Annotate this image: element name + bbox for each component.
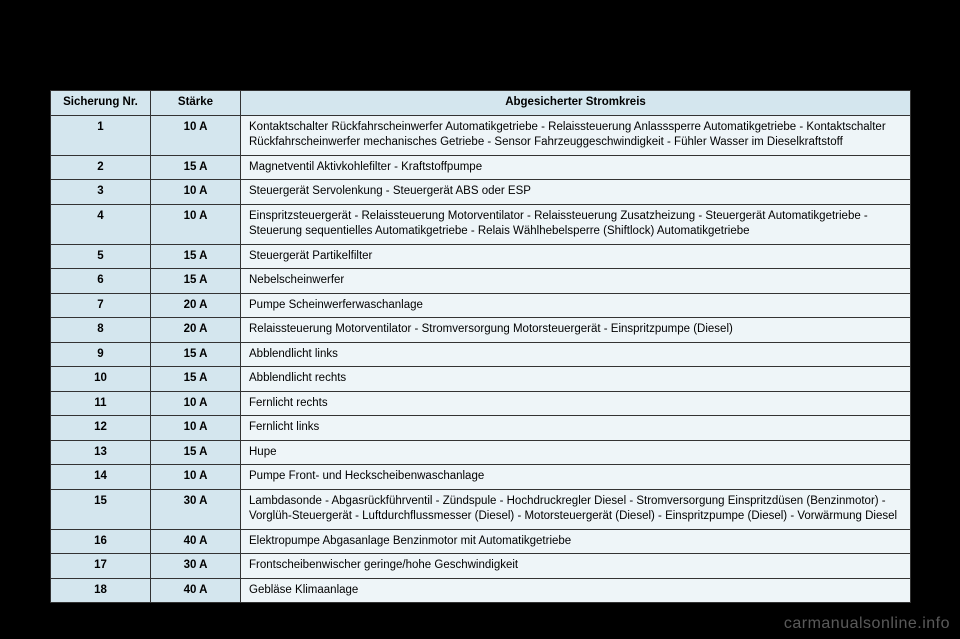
table-row: 915 AAbblendlicht links [51, 342, 911, 367]
table-row: 1410 APumpe Front- und Heckscheibenwasch… [51, 465, 911, 490]
col-header-st: Stärke [151, 91, 241, 116]
cell-st: 10 A [151, 204, 241, 244]
cell-st: 15 A [151, 244, 241, 269]
table-header-row: Sicherung Nr. Stärke Abgesicherter Strom… [51, 91, 911, 116]
cell-desc: Abblendlicht rechts [241, 367, 911, 392]
cell-nr: 13 [51, 440, 151, 465]
cell-st: 20 A [151, 318, 241, 343]
cell-st: 10 A [151, 115, 241, 155]
cell-nr: 6 [51, 269, 151, 294]
cell-st: 10 A [151, 416, 241, 441]
table-row: 820 ARelaissteuerung Motorventilator - S… [51, 318, 911, 343]
cell-nr: 5 [51, 244, 151, 269]
cell-nr: 4 [51, 204, 151, 244]
table-row: 720 APumpe Scheinwerferwaschanlage [51, 293, 911, 318]
cell-st: 10 A [151, 180, 241, 205]
table-row: 1730 AFrontscheibenwischer geringe/hohe … [51, 554, 911, 579]
cell-nr: 17 [51, 554, 151, 579]
table-row: 1015 AAbblendlicht rechts [51, 367, 911, 392]
cell-st: 15 A [151, 367, 241, 392]
table-row: 615 ANebelscheinwerfer [51, 269, 911, 294]
cell-st: 10 A [151, 391, 241, 416]
cell-desc: Einspritzsteuergerät - Relaissteuerung M… [241, 204, 911, 244]
cell-st: 20 A [151, 293, 241, 318]
cell-st: 15 A [151, 342, 241, 367]
cell-st: 40 A [151, 578, 241, 603]
table-row: 1840 AGebläse Klimaanlage [51, 578, 911, 603]
table-row: 410 AEinspritzsteuergerät - Relaissteuer… [51, 204, 911, 244]
cell-desc: Lambdasonde - Abgasrückführventil - Zünd… [241, 489, 911, 529]
cell-desc: Steuergerät Servolenkung - Steuergerät A… [241, 180, 911, 205]
col-header-desc: Abgesicherter Stromkreis [241, 91, 911, 116]
cell-nr: 8 [51, 318, 151, 343]
cell-nr: 10 [51, 367, 151, 392]
cell-desc: Fernlicht rechts [241, 391, 911, 416]
table-row: 110 AKontaktschalter Rückfahrscheinwerfe… [51, 115, 911, 155]
cell-st: 15 A [151, 440, 241, 465]
cell-st: 40 A [151, 529, 241, 554]
cell-nr: 12 [51, 416, 151, 441]
cell-desc: Nebelscheinwerfer [241, 269, 911, 294]
cell-nr: 7 [51, 293, 151, 318]
watermark-text: carmanualsonline.info [784, 615, 950, 633]
cell-st: 15 A [151, 155, 241, 180]
table-row: 1640 AElektropumpe Abgasanlage Benzinmot… [51, 529, 911, 554]
table-row: 1315 AHupe [51, 440, 911, 465]
cell-desc: Gebläse Klimaanlage [241, 578, 911, 603]
cell-desc: Elektropumpe Abgasanlage Benzinmotor mit… [241, 529, 911, 554]
cell-desc: Pumpe Front- und Heckscheibenwaschanlage [241, 465, 911, 490]
cell-desc: Abblendlicht links [241, 342, 911, 367]
table-row: 1110 AFernlicht rechts [51, 391, 911, 416]
cell-nr: 2 [51, 155, 151, 180]
cell-desc: Kontaktschalter Rückfahrscheinwerfer Aut… [241, 115, 911, 155]
cell-st: 30 A [151, 554, 241, 579]
cell-desc: Fernlicht links [241, 416, 911, 441]
cell-st: 15 A [151, 269, 241, 294]
cell-nr: 14 [51, 465, 151, 490]
cell-nr: 11 [51, 391, 151, 416]
table-row: 1210 AFernlicht links [51, 416, 911, 441]
cell-nr: 16 [51, 529, 151, 554]
table-body: 110 AKontaktschalter Rückfahrscheinwerfe… [51, 115, 911, 603]
cell-desc: Steuergerät Partikelfilter [241, 244, 911, 269]
cell-nr: 1 [51, 115, 151, 155]
cell-st: 30 A [151, 489, 241, 529]
cell-st: 10 A [151, 465, 241, 490]
fuse-table: Sicherung Nr. Stärke Abgesicherter Strom… [50, 90, 911, 603]
cell-nr: 18 [51, 578, 151, 603]
table-row: 1530 ALambdasonde - Abgasrückführventil … [51, 489, 911, 529]
cell-desc: Pumpe Scheinwerferwaschanlage [241, 293, 911, 318]
fuse-table-container: Sicherung Nr. Stärke Abgesicherter Strom… [50, 90, 910, 603]
cell-desc: Hupe [241, 440, 911, 465]
table-row: 515 ASteuergerät Partikelfilter [51, 244, 911, 269]
cell-desc: Frontscheibenwischer geringe/hohe Geschw… [241, 554, 911, 579]
col-header-nr: Sicherung Nr. [51, 91, 151, 116]
cell-nr: 3 [51, 180, 151, 205]
cell-nr: 15 [51, 489, 151, 529]
cell-desc: Magnetventil Aktivkohlefilter - Kraftsto… [241, 155, 911, 180]
table-row: 215 AMagnetventil Aktivkohlefilter - Kra… [51, 155, 911, 180]
cell-desc: Relaissteuerung Motorventilator - Stromv… [241, 318, 911, 343]
cell-nr: 9 [51, 342, 151, 367]
table-row: 310 ASteuergerät Servolenkung - Steuerge… [51, 180, 911, 205]
